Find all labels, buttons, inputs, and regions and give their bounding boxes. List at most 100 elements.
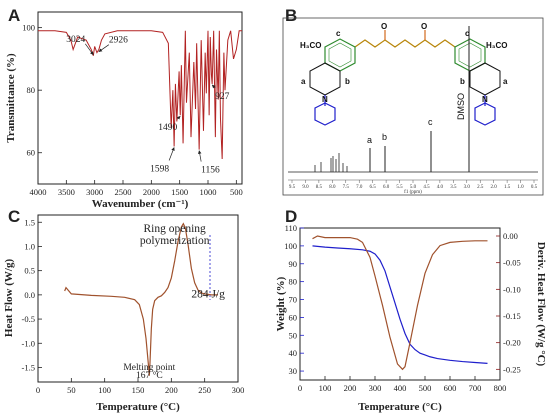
ftir-chart: 4000 3500 3000 2500 2000 1500 1000 500 60 80 100 3… bbox=[5, 11, 243, 210]
ftir-annotation: 1598 bbox=[150, 164, 169, 174]
panel-label-c: C bbox=[8, 207, 20, 226]
nmr-spectrum: 9.5 9.0 8.5 8.0 7.5 7.0 6.5 6.0 5.5 5.0 4.5 4.0 3.5 3… bbox=[288, 26, 538, 195]
nmr-tick-label: 8.5 bbox=[316, 185, 323, 190]
tga-ytick-label: 50 bbox=[289, 330, 298, 340]
nmr-tick-label: 6.5 bbox=[370, 185, 377, 190]
nmr-tick-label: 5.0 bbox=[410, 185, 417, 190]
och3-right-label: H₃CO bbox=[486, 41, 507, 50]
tga-xtick-label: 700 bbox=[469, 383, 482, 393]
tga-y2tick-label: -0.15 bbox=[503, 311, 521, 321]
tga-xtick-label: 200 bbox=[344, 383, 357, 393]
struct-b-left: b bbox=[345, 77, 350, 86]
ftir-annotation-arrow bbox=[98, 44, 110, 52]
nmr-tick-label: 5.5 bbox=[396, 185, 403, 190]
ftir-annotation: 1490 bbox=[158, 123, 177, 133]
ftir-annotation-arrow bbox=[168, 147, 175, 161]
ftir-xtick-label: 4000 bbox=[30, 187, 47, 197]
nmr-label-a: a bbox=[367, 135, 372, 145]
ftir-xtick-label: 2000 bbox=[143, 187, 160, 197]
struct-n-left: N bbox=[322, 95, 328, 104]
tga-ytick-label: 90 bbox=[289, 259, 298, 269]
panel-label-d: D bbox=[285, 207, 297, 226]
dsc-xtick-label: 100 bbox=[98, 385, 111, 395]
tga-frame bbox=[299, 227, 501, 381]
nmr-tick-label: 1.5 bbox=[504, 185, 511, 190]
nmr-tick-label: 8.0 bbox=[329, 185, 336, 190]
ftir-annotation-arrow bbox=[176, 115, 181, 120]
tga-y2tick-label: -0.20 bbox=[503, 338, 521, 348]
dsc-ytick-label: -1.0 bbox=[22, 338, 35, 348]
ftir-annotation: 1156 bbox=[201, 166, 220, 176]
ftir-annotation-arrow bbox=[211, 84, 216, 89]
struct-a-left: a bbox=[301, 77, 306, 86]
tga-xlabel: Temperature (°C) bbox=[358, 401, 442, 413]
dsc-xtick-label: 250 bbox=[198, 385, 211, 395]
dsc-ytick-label: 0.5 bbox=[24, 266, 35, 276]
nmr-tick-label: 6.0 bbox=[383, 185, 390, 190]
nmr-axis-note: f1 (ppm) bbox=[404, 190, 422, 195]
tga-deriv-line bbox=[312, 235, 488, 371]
ftir-series-line bbox=[38, 30, 242, 160]
struct-a-right: a bbox=[503, 77, 508, 86]
tga-xtick-label: 300 bbox=[369, 383, 382, 393]
ftir-xtick-label: 3500 bbox=[58, 187, 75, 197]
dsc-xlabel: Temperature (°C) bbox=[96, 401, 180, 413]
ftir-ytick-label: 100 bbox=[22, 23, 35, 33]
dsc-chart: 0 50 100 150 200 250 300 -1.5 -1.0 -0.5 0.0 0.5 1.0 1… bbox=[3, 214, 244, 413]
carbonyl-o-right: O bbox=[421, 22, 427, 31]
ftir-annotation: 927 bbox=[215, 92, 230, 102]
nmr-tick-label: 1.0 bbox=[517, 185, 524, 190]
och3-left-label: H₃CO bbox=[300, 41, 321, 50]
dsc-annotation: Melting point bbox=[123, 363, 175, 373]
ftir-ylabel: Transmittance (%) bbox=[5, 53, 17, 143]
nmr-tick-label: 2.5 bbox=[477, 185, 484, 190]
dsc-ytick-label: 1.0 bbox=[24, 241, 35, 251]
nmr-tick-label: 9.5 bbox=[289, 185, 296, 190]
dsc-ytick-label: -1.5 bbox=[22, 362, 35, 372]
ftir-xtick-label: 1500 bbox=[171, 187, 188, 197]
tga-weight-line bbox=[312, 245, 488, 364]
dsc-ytick-label: 0.0 bbox=[24, 290, 35, 300]
struct-b-right: b bbox=[460, 77, 465, 86]
tga-xtick-label: 600 bbox=[444, 383, 457, 393]
ftir-ytick-label: 60 bbox=[27, 148, 36, 158]
tga-chart: 0 100 200 300 400 500 600 700 800 30 40 50 60 70 80 90 1… bbox=[275, 223, 547, 413]
tga-ytick-label: 110 bbox=[285, 223, 297, 233]
ftir-annotation: 3024 bbox=[66, 35, 85, 45]
nmr-tick-label: 3.0 bbox=[464, 185, 471, 190]
tga-ylabel-left: Weight (%) bbox=[275, 276, 287, 331]
tga-ytick-label: 100 bbox=[284, 241, 297, 251]
nmr-tick-label: 9.0 bbox=[302, 185, 309, 190]
ftir-xtick-label: 2500 bbox=[115, 187, 132, 197]
nmr-tick-label: 4.0 bbox=[437, 185, 444, 190]
nmr-tick-label: 7.0 bbox=[356, 185, 363, 190]
dsc-annotation: 167 °C bbox=[136, 370, 163, 381]
dsc-series-line bbox=[64, 222, 218, 376]
struct-c-left: c bbox=[336, 29, 341, 38]
tga-ytick-label: 80 bbox=[289, 277, 298, 287]
nmr-tick-label: 7.5 bbox=[343, 185, 350, 190]
tga-xtick-label: 800 bbox=[494, 383, 507, 393]
ftir-annotation-arrow bbox=[198, 150, 202, 162]
tga-xtick-label: 100 bbox=[319, 383, 332, 393]
tga-ylabel-right: Deriv. Heat Flow (W/g °C) bbox=[535, 242, 547, 367]
ftir-frame bbox=[37, 11, 243, 185]
nmr-frame bbox=[282, 17, 544, 196]
ftir-xlabel: Wavenumber (cm⁻¹) bbox=[92, 198, 189, 210]
tga-y2tick-label: 0.00 bbox=[503, 231, 518, 241]
ftir-xtick-label: 1000 bbox=[200, 187, 217, 197]
tga-ytick-label: 40 bbox=[289, 348, 298, 358]
tga-ytick-label: 70 bbox=[289, 295, 298, 305]
ftir-xtick-label: 500 bbox=[230, 187, 243, 197]
dsc-ylabel: Heat Flow (W/g) bbox=[3, 259, 15, 338]
tga-ytick-label: 60 bbox=[289, 312, 298, 322]
nmr-label-c: c bbox=[428, 117, 433, 127]
tga-ytick-label: 30 bbox=[289, 366, 298, 376]
tga-y2tick-label: -0.25 bbox=[503, 364, 521, 374]
ftir-ytick-label: 80 bbox=[27, 85, 36, 95]
struct-n-right: N bbox=[482, 95, 488, 104]
dsc-ytick-label: 1.5 bbox=[24, 217, 35, 227]
nmr-tick-label: 0.5 bbox=[531, 185, 538, 190]
struct-c-right: c bbox=[465, 29, 470, 38]
